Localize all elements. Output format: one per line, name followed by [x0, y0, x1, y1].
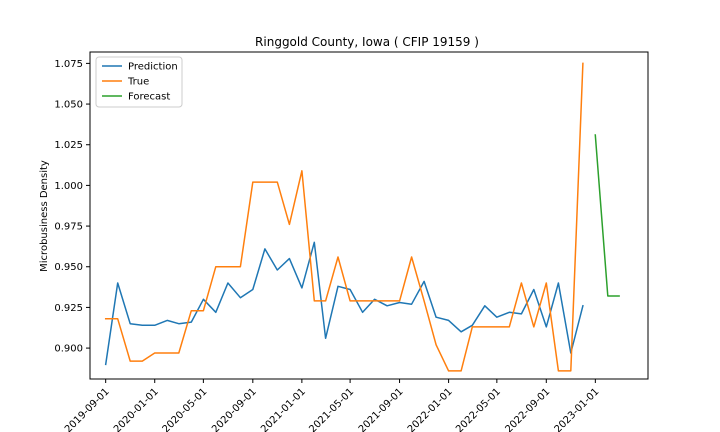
- legend-label: Prediction: [128, 62, 178, 73]
- y-tick-label: 1.075: [54, 59, 83, 70]
- y-tick-label: 0.975: [54, 222, 83, 233]
- y-tick-label: 1.025: [54, 140, 83, 151]
- y-axis: 0.900 0.925 0.950 0.975 1.000 1.025 1.050 1.075: [54, 59, 90, 355]
- legend-label: True: [127, 77, 149, 88]
- series-line-forecast: [594, 134, 620, 297]
- y-tick-label: 1.050: [54, 100, 83, 111]
- series-layer: [104, 62, 620, 372]
- chart-title: Ringgold County, Iowa ( CFIP 19159 ): [255, 35, 479, 49]
- y-tick-label: 0.925: [54, 303, 83, 314]
- legend: Prediction True Forecast: [95, 56, 183, 108]
- series-line-prediction: [104, 241, 584, 366]
- y-axis-label: Microbusiness Density: [39, 160, 50, 272]
- y-tick-label: 1.000: [54, 181, 83, 192]
- series-line-true: [104, 62, 584, 372]
- plot-frame: [89, 51, 649, 380]
- y-tick-label: 0.950: [54, 262, 83, 273]
- y-tick-label: 0.900: [54, 344, 83, 355]
- legend-label: Forecast: [128, 92, 170, 103]
- legend-box: [95, 56, 183, 108]
